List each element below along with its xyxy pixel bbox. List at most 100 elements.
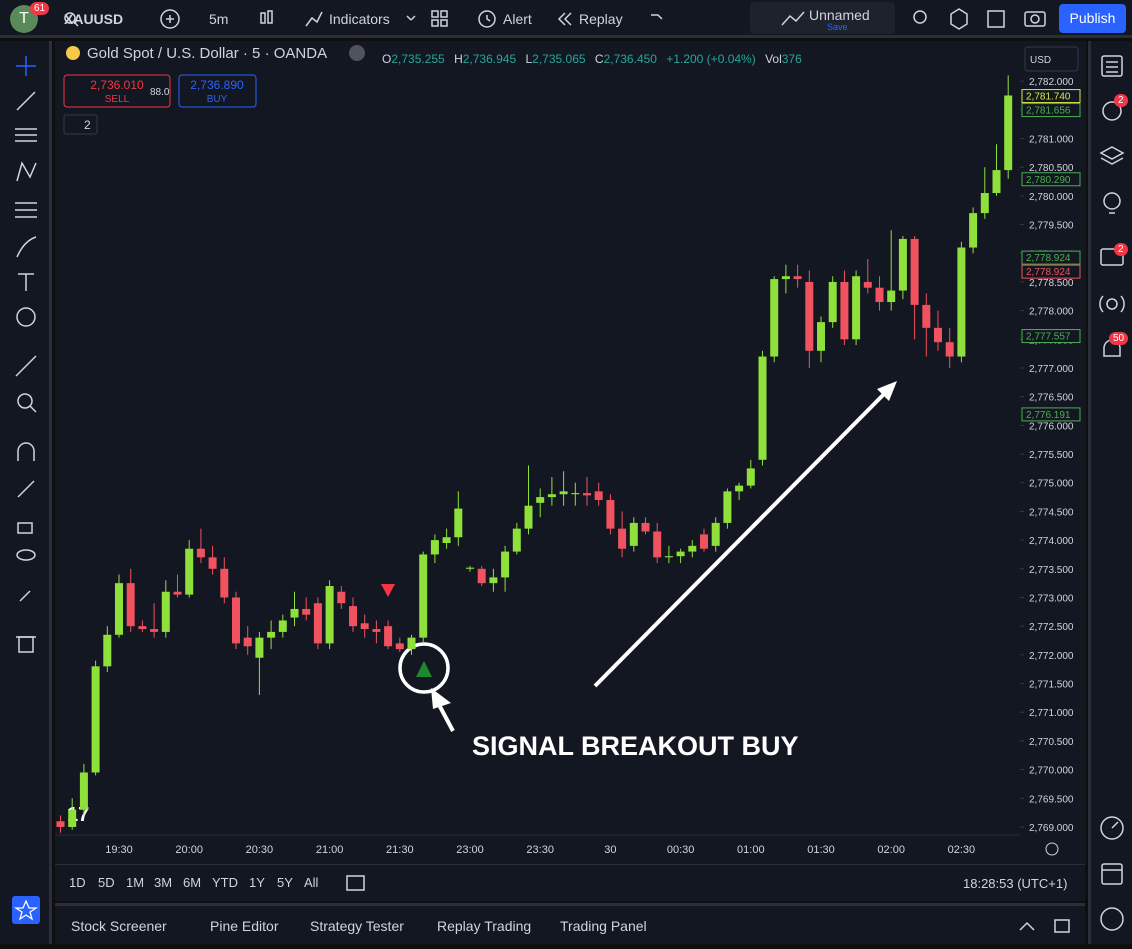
- bottom-tab[interactable]: Stock Screener: [71, 918, 167, 934]
- candle-body: [957, 247, 966, 357]
- logo-button[interactable]: [0, 889, 52, 929]
- candle-body: [407, 637, 416, 650]
- bottom-tabs: Stock Screener Pine Editor Strategy Tester…: [55, 903, 1085, 944]
- publish-button[interactable]: Publish: [1059, 4, 1126, 33]
- ohlc-label: L: [525, 52, 532, 66]
- candle-body: [302, 608, 311, 615]
- indicators-button[interactable]: Indicators: [329, 11, 390, 27]
- bottom-tab[interactable]: Replay Trading: [437, 918, 532, 934]
- y-tick-label: 2,773.000: [1029, 593, 1074, 604]
- toolbar-icons: [64, 8, 1046, 30]
- candle-body: [805, 281, 814, 351]
- price-label: 2,777.557: [1026, 332, 1071, 343]
- alert-button[interactable]: Alert: [503, 11, 532, 27]
- candle-body: [606, 499, 615, 529]
- candle-body: [208, 557, 217, 569]
- drawing-tools[interactable]: [0, 41, 52, 681]
- bottom-tab[interactable]: Pine Editor: [210, 918, 279, 934]
- y-tick-label: 2,769.500: [1029, 794, 1074, 805]
- candle-body: [56, 821, 65, 827]
- replay-button[interactable]: Replay: [579, 11, 623, 27]
- candle-body: [243, 637, 252, 647]
- bottom-tab[interactable]: Trading Panel: [560, 918, 647, 934]
- candle-body: [700, 534, 708, 549]
- ohlc-change: +1.200 (+0.04%): [666, 52, 755, 66]
- sell-button[interactable]: [63, 74, 171, 108]
- y-tick-label: 2,781.000: [1029, 135, 1074, 146]
- right-sidebar: 2 2 50: [1088, 41, 1132, 944]
- price-label: 2,778.924: [1026, 253, 1071, 264]
- timeframe-button[interactable]: 3M: [154, 875, 173, 890]
- y-tick-label: 2,775.500: [1029, 450, 1074, 461]
- indicator-toggle[interactable]: [63, 114, 98, 135]
- date-range-button[interactable]: [345, 872, 367, 894]
- sidebar-badge: 50: [1109, 332, 1129, 345]
- bottom-tab[interactable]: Strategy Tester: [310, 918, 404, 934]
- panel-controls[interactable]: [1015, 914, 1075, 938]
- x-tick-label: 02:00: [877, 844, 905, 856]
- y-tick-label: 2,777.000: [1029, 364, 1074, 375]
- x-tick-label: 01:00: [737, 844, 765, 856]
- chart-title: Gold Spot / U.S. Dollar · 5 · OANDA: [87, 45, 327, 62]
- vol-value: 376: [782, 52, 802, 66]
- symbol[interactable]: XAUUSD: [64, 11, 124, 27]
- candle-body: [220, 568, 229, 598]
- candle-body: [384, 626, 393, 647]
- candle-body: [840, 281, 849, 340]
- ohlc-label: C: [595, 52, 604, 66]
- price-label: 2,778.924: [1026, 267, 1071, 278]
- signal-circle: [398, 642, 450, 694]
- candle-body: [395, 643, 404, 650]
- candle-body: [349, 606, 357, 627]
- candle-body: [290, 608, 299, 618]
- price-label-box: [1021, 172, 1081, 187]
- candle-body: [887, 290, 896, 303]
- price-label-box: [1021, 89, 1081, 104]
- candle-body: [758, 356, 767, 460]
- price-label-box: [1021, 329, 1081, 344]
- hide-button[interactable]: [349, 45, 365, 61]
- timeframe-button[interactable]: All: [304, 875, 319, 890]
- timeframe-button[interactable]: 5D: [98, 875, 115, 890]
- layout-box[interactable]: [750, 2, 895, 34]
- timeframe-button[interactable]: 1Y: [249, 875, 265, 890]
- currency-box[interactable]: [1024, 46, 1079, 72]
- price-label-box: [1021, 407, 1081, 422]
- timeframe-button[interactable]: 5Y: [277, 875, 293, 890]
- price-label-box: [1021, 103, 1081, 118]
- arrow-head: [877, 381, 897, 401]
- y-tick-label: 2,779.500: [1029, 221, 1074, 232]
- candle-body: [583, 493, 591, 496]
- price-label-box: [1021, 264, 1081, 279]
- buy-button[interactable]: [178, 74, 257, 108]
- x-tick-label: 20:30: [246, 844, 274, 856]
- layout-save[interactable]: Save: [827, 22, 848, 32]
- timeframe-button[interactable]: YTD: [212, 875, 238, 890]
- spread: 88.0: [150, 87, 170, 98]
- candle-body: [536, 497, 545, 503]
- candle-body: [1004, 95, 1013, 171]
- settings-button[interactable]: [1045, 842, 1059, 856]
- annotation: SIGNAL BREAKOUT BUY: [472, 731, 799, 761]
- interval[interactable]: 5m: [209, 11, 229, 27]
- candle-body: [980, 193, 989, 214]
- timeframe-button[interactable]: 1M: [126, 875, 145, 890]
- sidebar-icons[interactable]: [1091, 41, 1132, 944]
- x-tick-label: 21:00: [316, 844, 344, 856]
- candle-body: [313, 603, 322, 644]
- candle-body: [150, 629, 159, 632]
- timeframe-button[interactable]: 1D: [69, 875, 86, 890]
- candle-body: [337, 591, 346, 604]
- candle-body: [489, 577, 498, 584]
- candle-body: [922, 304, 931, 328]
- ohlc-value: 2,735.255: [391, 52, 445, 66]
- sidebar-badge: 2: [1114, 94, 1128, 107]
- candle-body: [793, 276, 802, 280]
- candle-body: [547, 494, 556, 498]
- chart[interactable]: SIGNAL BREAKOUT BUY Gold Spot / U.S. Dol…: [55, 41, 1086, 864]
- candle-body: [629, 522, 638, 546]
- candle-body: [817, 322, 825, 351]
- candle-body: [325, 586, 334, 644]
- timeframe-button[interactable]: 6M: [183, 875, 202, 890]
- x-tick-label: 23:30: [526, 844, 554, 856]
